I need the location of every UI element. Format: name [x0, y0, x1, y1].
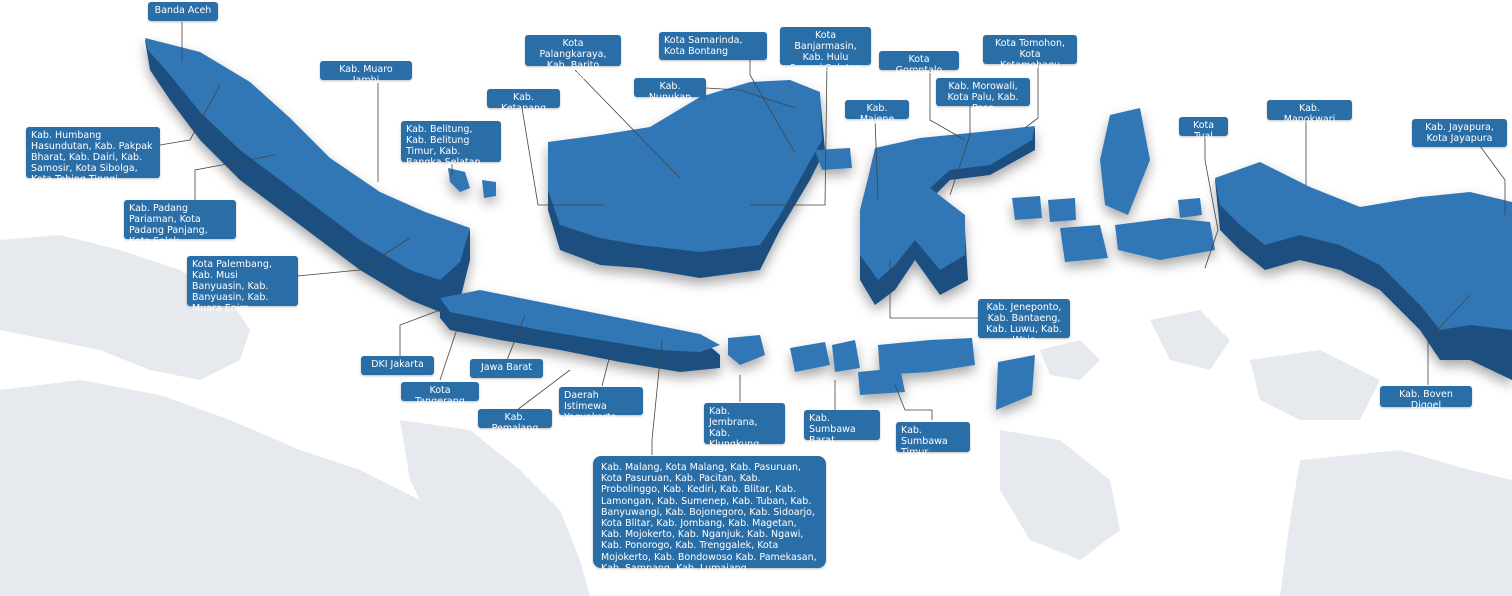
label-manokwari: Kab. Manokwari — [1267, 100, 1352, 125]
label-sumbawa-barat: Kab. Sumbawa Barat — [804, 410, 880, 446]
label-gorontalo: Kota Gorontalo — [879, 51, 959, 76]
label-palembang: Kota Palembang, Kab. Musi Banyuasin, Kab… — [187, 256, 298, 314]
island-lombok — [790, 342, 830, 372]
label-tomohon: Kota Tomohon, Kota Kotamobagu — [983, 35, 1077, 71]
island-kalimantan — [548, 80, 852, 278]
label-jayapura: Kab. Jayapura, Kota Jayapura — [1412, 119, 1507, 147]
label-samarinda: Kota Samarinda, Kota Bontang — [659, 32, 767, 60]
label-jembrana: Kab. Jembrana, Kab. Klungkung, Kab. Taba… — [704, 403, 785, 461]
label-padang-pariaman: Kab. Padang Pariaman, Kota Padang Panjan… — [124, 200, 236, 247]
label-jawa-timur: Kab. Malang, Kota Malang, Kab. Pasuruan,… — [593, 456, 826, 574]
connector-lines — [159, 22, 1506, 455]
island-sumatra — [145, 38, 470, 312]
island-belitung — [482, 180, 496, 198]
label-pemalang: Kab. Pemalang — [478, 409, 552, 434]
islands — [145, 38, 1512, 410]
label-palangkaraya: Kota Palangkaraya, Kab. Barito Selatan — [525, 35, 621, 82]
label-humbang-hasundutan: Kab. Humbang Hasundutan, Kab. Pakpak Bha… — [26, 127, 160, 185]
island-bangka — [448, 168, 470, 192]
label-jawa-barat: Jawa Barat — [470, 359, 543, 378]
label-banda-aceh: Banda Aceh — [148, 2, 218, 21]
island-seram — [1115, 218, 1215, 260]
label-majene: Kab. Majene — [845, 100, 909, 125]
island-flores — [878, 338, 975, 375]
island-sula — [1012, 196, 1042, 220]
island-halmahera — [1100, 108, 1150, 215]
island-bali — [728, 335, 765, 365]
island-papua — [1215, 162, 1512, 380]
label-nunukan: Kab. Nunukan — [634, 78, 706, 103]
label-banjarmasin: Kota Banjarmasin, Kab. Hulu Sungai Selat… — [780, 27, 871, 74]
island-sula2 — [1048, 198, 1076, 222]
label-kota-tangerang: Kota Tangerang — [401, 382, 479, 407]
island-sumbawa — [832, 340, 860, 372]
label-ketapang: Kab. Ketapang — [487, 89, 560, 114]
island-obi — [1178, 198, 1202, 218]
label-yogyakarta: Daerah Istimewa Yogyakarta — [559, 387, 643, 423]
label-muaro-jambi: Kab. Muaro Jambi — [320, 61, 412, 86]
label-belitung: Kab. Belitung, Kab. Belitung Timur, Kab.… — [401, 121, 501, 168]
island-sumba — [858, 368, 905, 395]
label-kota-tual: Kota Tual — [1179, 117, 1228, 142]
island-sulawesi — [860, 126, 1035, 305]
label-boven-digoel: Kab. Boven Digoel — [1380, 386, 1472, 411]
label-dki-jakarta: DKI Jakarta — [361, 356, 434, 375]
label-jeneponto: Kab. Jeneponto, Kab. Bantaeng, Kab. Luwu… — [978, 299, 1070, 346]
island-timor — [996, 355, 1035, 410]
island-java — [440, 290, 720, 372]
island-buru — [1060, 225, 1108, 262]
label-morowali: Kab. Morowali, Kota Palu, Kab. Poso — [936, 78, 1030, 114]
label-sumbawa-timur: Kab. Sumbawa Timur — [896, 422, 970, 458]
